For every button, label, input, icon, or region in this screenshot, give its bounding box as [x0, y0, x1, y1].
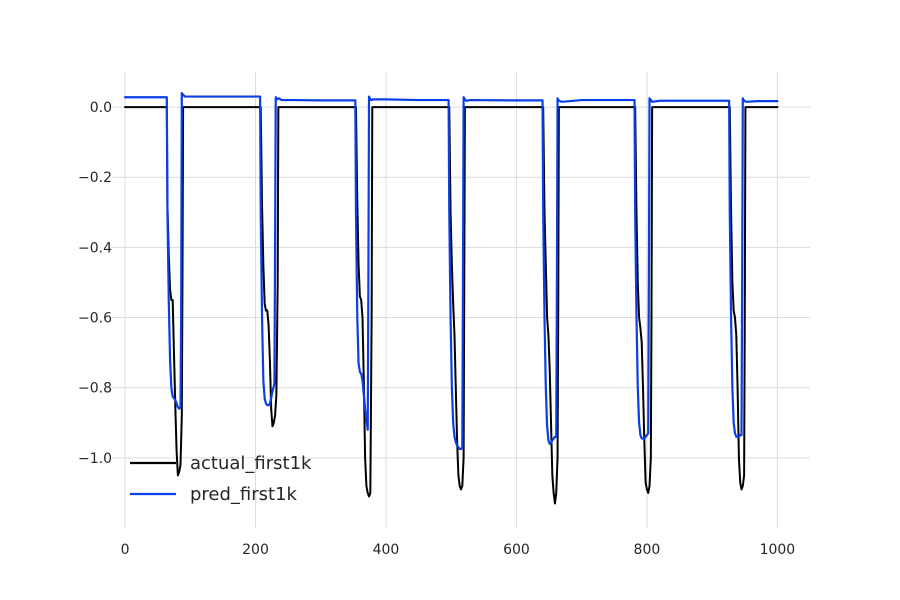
series-lines — [123, 91, 779, 505]
x-tick-label: 800 — [634, 542, 661, 558]
series-line-actual — [124, 106, 779, 505]
x-tick-label: 1000 — [760, 542, 796, 558]
y-tick-label: −0.4 — [78, 240, 112, 256]
y-tick-label: −0.8 — [78, 381, 112, 397]
y-tick-label: 0.0 — [90, 100, 112, 116]
legend-label-actual: actual_first1k — [190, 453, 312, 474]
tick-labels: 0 200 400 600 800 1000 0.0 −0.2 −0.4 −0.6 −0.8 −1.0 — [78, 100, 795, 558]
y-tick-label: −1.0 — [78, 451, 112, 467]
x-tick-label: 400 — [373, 542, 400, 558]
y-tick-label: −0.2 — [78, 170, 112, 186]
legend-label-pred: pred_first1k — [190, 484, 298, 505]
legend: actual_first1k pred_first1k — [130, 453, 312, 505]
x-tick-label: 200 — [242, 542, 269, 558]
x-tick-label: 600 — [503, 542, 530, 558]
series-line-pred — [123, 91, 779, 451]
grid — [112, 72, 810, 528]
y-tick-label: −0.6 — [78, 311, 112, 327]
x-tick-label: 0 — [121, 542, 130, 558]
